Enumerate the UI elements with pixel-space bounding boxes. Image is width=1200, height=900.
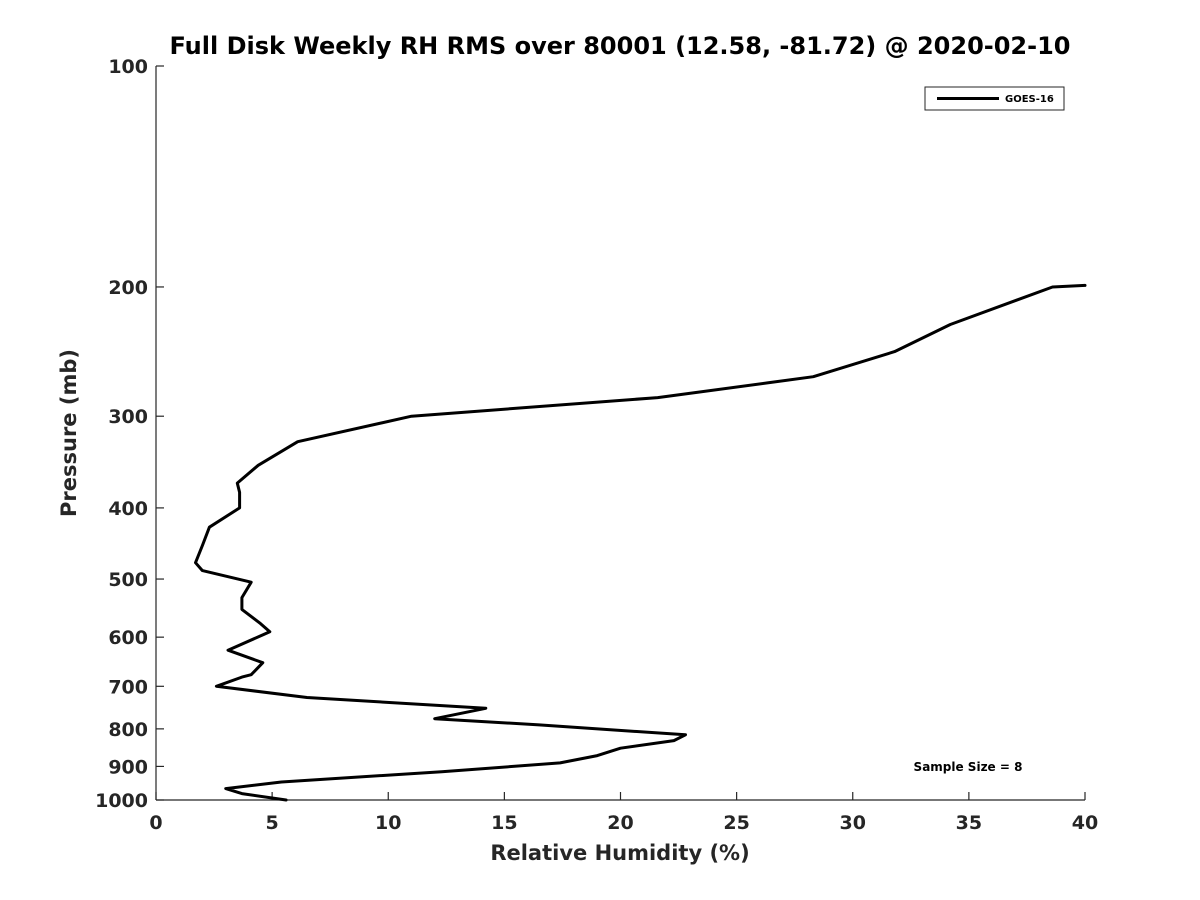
- x-axis-label: Relative Humidity (%): [490, 841, 749, 865]
- legend-label: GOES-16: [1005, 94, 1054, 105]
- x-tick-label: 35: [956, 812, 982, 834]
- series-line-goes-16: [194, 283, 1087, 802]
- y-tick-label: 800: [108, 719, 148, 741]
- y-tick-label: 600: [108, 627, 148, 649]
- x-tick-label: 25: [723, 812, 749, 834]
- x-tick-label: 40: [1072, 812, 1098, 834]
- x-axis-ticks: 0 5 10 15 20 25 30 35 40: [149, 792, 1098, 834]
- y-tick-label: 200: [108, 277, 148, 299]
- x-tick-label: 30: [840, 812, 866, 834]
- chart-title: Full Disk Weekly RH RMS over 80001 (12.5…: [169, 32, 1070, 60]
- x-tick-label: 20: [607, 812, 633, 834]
- legend: GOES-16: [924, 86, 1065, 111]
- y-tick-label: 300: [108, 406, 148, 428]
- x-tick-label: 15: [491, 812, 517, 834]
- y-tick-label: 900: [108, 756, 148, 778]
- y-tick-label: 500: [108, 569, 148, 591]
- series-layer: [194, 283, 1087, 802]
- sample-size-annotation: Sample Size = 8: [914, 760, 1023, 774]
- y-tick-label: 400: [108, 498, 148, 520]
- plot-area: [155, 66, 1085, 801]
- x-tick-label: 0: [149, 812, 162, 834]
- y-axis-ticks: 100 200 300 400 500 600 700 800 900 1000: [95, 56, 164, 812]
- y-tick-label: 700: [108, 676, 148, 698]
- x-tick-label: 10: [375, 812, 401, 834]
- y-tick-label: 1000: [95, 790, 148, 812]
- y-tick-label: 100: [108, 56, 148, 78]
- x-tick-label: 5: [266, 812, 279, 834]
- y-axis-label: Pressure (mb): [57, 349, 81, 517]
